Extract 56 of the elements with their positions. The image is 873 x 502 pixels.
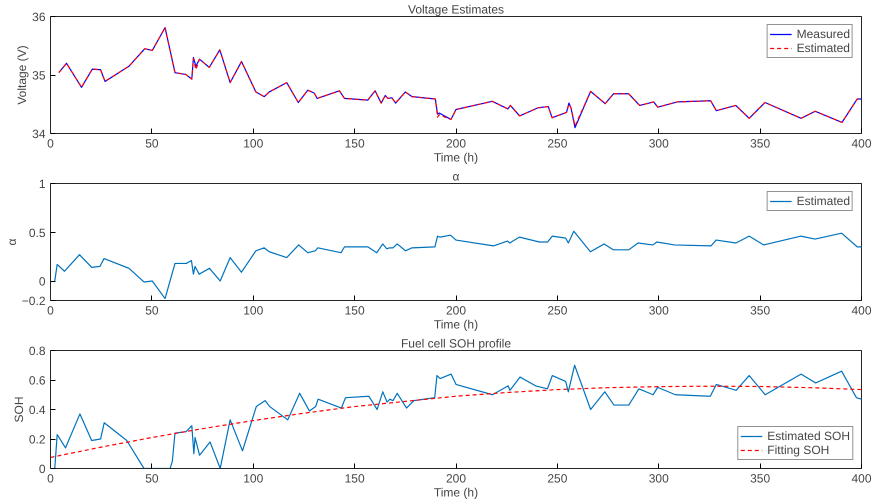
chart-title: Voltage Estimates (408, 2, 504, 16)
y-tick-label: 0.6 (28, 374, 46, 388)
y-tick-label: 36 (32, 10, 46, 24)
x-tick-label: 300 (648, 304, 670, 318)
x-tick-label: 200 (446, 136, 466, 150)
legend-label: Estimated SOH (767, 429, 850, 443)
x-tick-label: 150 (344, 304, 365, 318)
legend-label: Fitting SOH (767, 443, 830, 457)
x-tick-label: 250 (547, 472, 568, 486)
y-tick-label: 35 (32, 68, 46, 82)
line-series (54, 364, 862, 468)
y-tick-label: 0 (38, 274, 46, 288)
x-tick-label: 400 (851, 472, 872, 486)
x-axis-title: Time (h) (434, 150, 478, 164)
x-tick-label: 200 (446, 304, 466, 318)
x-tick-label: 350 (750, 304, 770, 318)
legend-label: Measured (796, 27, 850, 41)
x-tick-label: 50 (145, 136, 159, 150)
y-tick-label: 0.2 (28, 432, 46, 446)
y-axis-title: α (4, 238, 19, 246)
x-tick-label: 50 (145, 472, 159, 486)
y-axis-title: SOH (12, 396, 26, 422)
y-axis-title: Voltage (V) (15, 45, 30, 105)
x-tick-label: 350 (750, 472, 770, 486)
y-tick-label: 0.4 (28, 403, 46, 417)
legend-label: Estimated (796, 41, 850, 55)
x-tick-label: 350 (750, 136, 770, 150)
x-tick-label: 250 (547, 136, 568, 150)
line-series (54, 230, 862, 300)
x-tick-label: 300 (648, 472, 670, 486)
x-tick-label: 150 (344, 472, 365, 486)
y-tick-label: 0 (38, 462, 46, 476)
x-tick-label: 200 (446, 472, 466, 486)
x-axis-title: Time (h) (434, 486, 478, 500)
y-tick-label: 34 (32, 127, 46, 141)
x-tick-label: 100 (243, 136, 264, 150)
y-tick-label: 1 (38, 177, 46, 191)
legend-label: Estimated (796, 194, 850, 208)
x-tick-label: 300 (648, 136, 670, 150)
x-tick-label: 400 (851, 304, 872, 318)
x-tick-label: 0 (47, 304, 54, 318)
x-tick-label: 100 (243, 472, 264, 486)
x-tick-label: 0 (47, 136, 54, 150)
x-axis-title: Time (h) (434, 318, 478, 332)
x-tick-label: 250 (547, 304, 568, 318)
x-tick-label: 150 (344, 136, 365, 150)
line-series (50, 386, 862, 458)
chart-title: α (452, 170, 460, 184)
chart-title: Fuel cell SOH profile (400, 336, 512, 350)
x-tick-label: 50 (145, 304, 159, 318)
y-tick-label: 0.5 (28, 226, 46, 240)
x-tick-label: 100 (243, 304, 264, 318)
y-tick-label: 0.8 (28, 344, 46, 358)
x-tick-label: 400 (851, 136, 872, 150)
x-tick-label: 0 (47, 472, 54, 486)
y-tick-label: −0.2 (22, 294, 46, 308)
